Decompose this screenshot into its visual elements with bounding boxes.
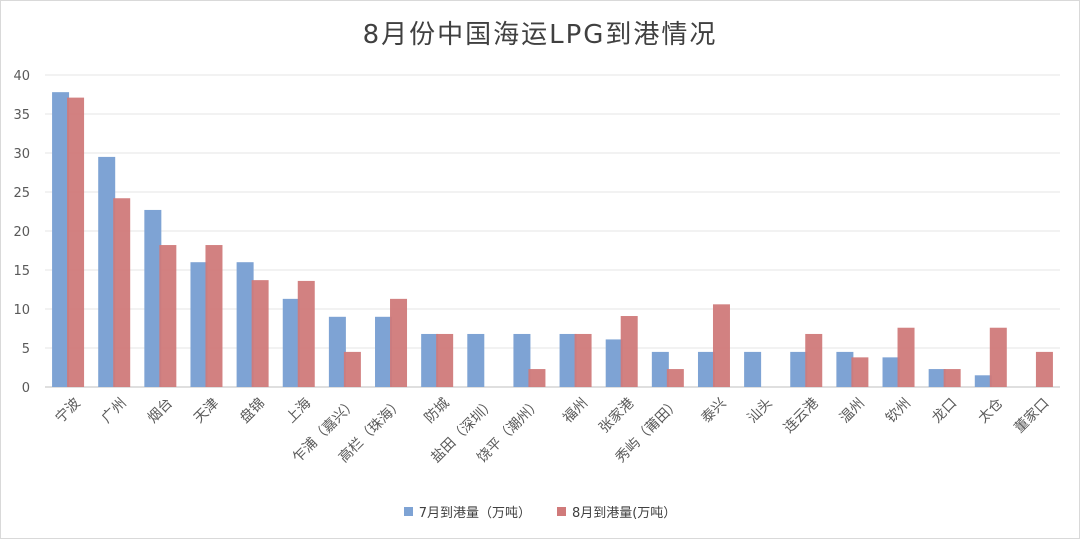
bar-july <box>190 262 208 387</box>
bar-august <box>113 198 131 387</box>
x-tick-label: 广州 <box>99 395 130 426</box>
bar-august <box>666 369 684 387</box>
x-tick-label: 防城 <box>422 395 453 426</box>
x-tick-label: 龙口 <box>929 395 960 426</box>
x-tick-label: 连云港 <box>781 395 822 436</box>
y-tick-label: 30 <box>13 147 30 162</box>
y-tick-label: 40 <box>13 69 30 84</box>
bar-july <box>513 333 531 387</box>
bar-august <box>897 327 915 387</box>
legend: 7月到港量（万吨） 8月到港量(万吨） <box>0 502 1080 521</box>
bar-august <box>943 369 961 387</box>
bar-august <box>67 97 85 388</box>
x-tick-label: 上海 <box>283 395 314 426</box>
y-tick-label: 5 <box>22 342 30 357</box>
bar-july <box>467 333 485 387</box>
bar-august <box>390 298 408 387</box>
chart-title: 8月份中国海运LPG到港情况 <box>362 20 718 50</box>
bar-august <box>620 316 638 387</box>
bar-august <box>712 304 730 387</box>
bar-july <box>98 156 116 387</box>
bar-july <box>744 351 762 387</box>
y-tick-label: 35 <box>13 108 30 123</box>
x-tick-label: 汕头 <box>745 395 776 426</box>
bar-august <box>159 245 177 387</box>
x-tick-label: 张家港 <box>596 395 638 437</box>
x-tick-label: 宁波 <box>52 395 84 427</box>
bar-july <box>282 298 300 387</box>
bar-july <box>52 92 70 387</box>
bar-august <box>251 280 269 387</box>
bar-july <box>605 339 623 387</box>
x-tick-label: 盘锦 <box>236 395 268 427</box>
bar-july <box>882 357 900 387</box>
bar-august <box>436 333 454 387</box>
y-tick-label: 20 <box>13 225 30 240</box>
bar-august <box>528 369 546 387</box>
legend-swatch-july <box>403 507 413 516</box>
bar-august <box>805 333 823 387</box>
x-tick-label: 钦州 <box>883 395 914 426</box>
y-tick-label: 10 <box>13 303 30 318</box>
y-tick-label: 0 <box>22 381 30 396</box>
bar-july <box>928 369 946 387</box>
legend-label-august: 8月到港量(万吨） <box>571 506 677 521</box>
legend-swatch-august <box>556 507 566 516</box>
bar-july <box>559 333 577 387</box>
legend-label-july: 7月到港量（万吨） <box>418 506 531 521</box>
bar-july <box>375 316 393 387</box>
bar-july <box>790 351 808 387</box>
legend-item-july: 7月到港量（万吨） <box>403 502 531 521</box>
bar-july <box>144 209 162 387</box>
bar-august <box>851 357 869 387</box>
bar-july <box>974 375 992 387</box>
x-tick-label: 天津 <box>191 395 222 426</box>
bar-july <box>836 351 854 387</box>
bar-august <box>989 327 1007 387</box>
x-tick-label: 泰兴 <box>698 395 729 426</box>
bar-july <box>236 262 254 387</box>
x-tick-label: 董家口 <box>1011 395 1053 437</box>
y-tick-label: 25 <box>13 186 30 201</box>
bar-august <box>343 351 361 387</box>
x-tick-label: 温州 <box>837 395 868 426</box>
legend-item-august: 8月到港量(万吨） <box>556 502 677 521</box>
bar-august <box>297 280 315 387</box>
bar-july <box>697 351 715 387</box>
y-tick-label: 15 <box>13 264 30 279</box>
bar-july <box>328 316 346 387</box>
bar-august <box>1035 351 1053 387</box>
x-tick-label: 福州 <box>560 395 591 426</box>
x-tick-label: 太仓 <box>975 395 1006 426</box>
bar-august <box>574 333 592 387</box>
x-tick-label: 烟台 <box>145 395 176 426</box>
bar-august <box>205 245 223 387</box>
bar-july <box>421 333 439 387</box>
bar-july <box>651 351 669 387</box>
